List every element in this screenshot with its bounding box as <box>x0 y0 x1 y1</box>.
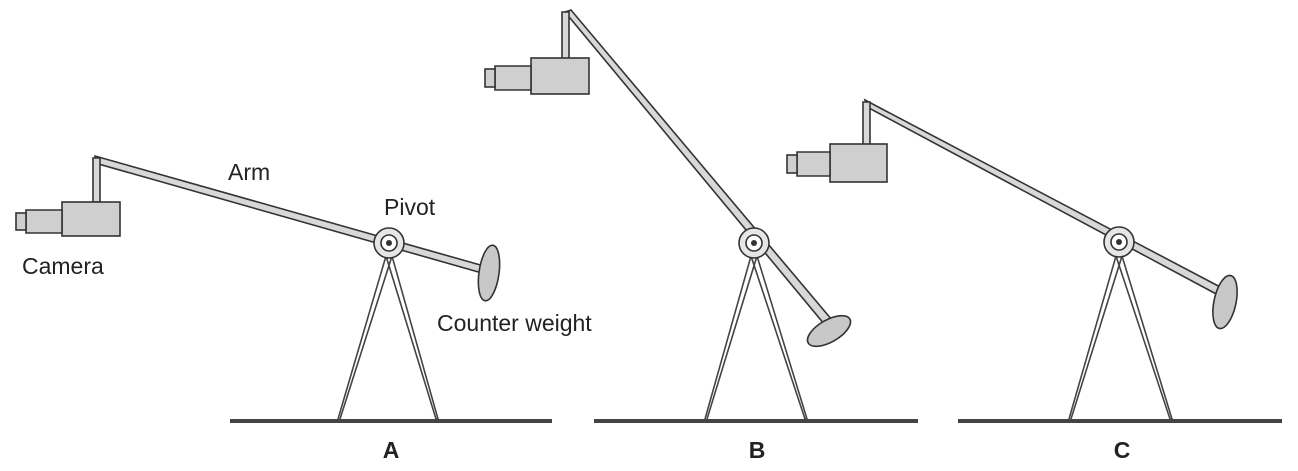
counter-weight <box>806 314 852 348</box>
panel-b: B <box>484 9 918 463</box>
camera-lens-front <box>786 154 798 174</box>
camera-lens <box>25 209 63 234</box>
camera-body <box>829 143 888 183</box>
arm-hanger <box>92 157 101 203</box>
camera-body <box>530 57 590 95</box>
camera-lens-front <box>15 212 27 231</box>
camera-lens <box>494 65 532 91</box>
counter-weight <box>1212 274 1238 330</box>
pivot-center <box>751 240 757 246</box>
ground-line <box>230 419 552 423</box>
pivot-center <box>386 240 392 246</box>
label-camera: Camera <box>22 253 104 279</box>
pivot-center <box>1116 239 1122 245</box>
label-arm: Arm <box>228 159 270 185</box>
arm-hanger <box>862 101 871 146</box>
camera-lens-front <box>484 68 496 88</box>
label-counter-weight: Counter weight <box>437 310 592 336</box>
panel-c: C <box>786 98 1282 463</box>
label-pivot: Pivot <box>384 194 436 220</box>
panel-label-c: C <box>1114 437 1131 463</box>
arm-hanger <box>561 11 570 61</box>
panel-a: Camera Arm Pivot Counter weight A <box>15 154 592 463</box>
ground-line <box>594 419 918 423</box>
panel-label-a: A <box>383 437 400 463</box>
tripod-legs <box>337 255 440 420</box>
panel-label-b: B <box>749 437 766 463</box>
camera-arm <box>863 98 1226 298</box>
tripod-legs <box>1068 255 1174 420</box>
counter-weight <box>477 244 501 302</box>
ground-line <box>958 419 1282 423</box>
camera-lens <box>796 151 831 177</box>
camera-body <box>61 201 121 237</box>
